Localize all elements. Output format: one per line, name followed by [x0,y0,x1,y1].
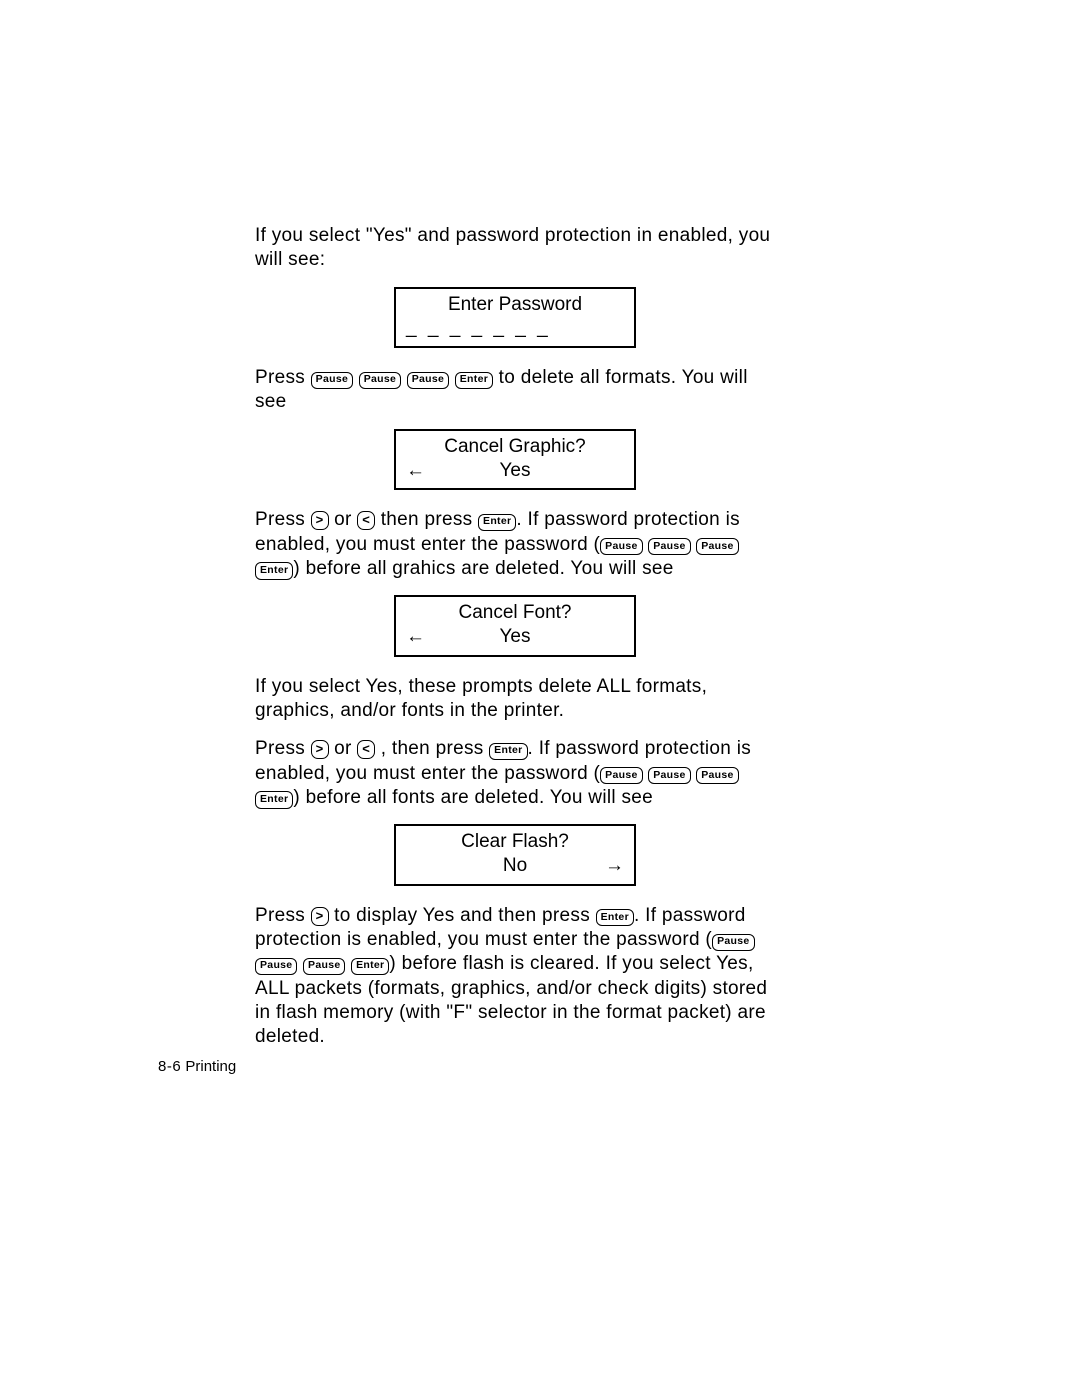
arrow-right-icon: → [605,854,624,878]
text: or [329,509,358,530]
pause-key-icon: Pause [359,372,401,389]
lcd-line2: ← Yes [406,459,624,483]
page: If you select "Yes" and password protect… [0,0,1080,1397]
pause-key-icon: Pause [696,767,738,784]
lcd-cancel-font: Cancel Font? ← Yes [394,595,636,657]
lcd-enter-password: Enter Password _ _ _ _ _ _ _ [394,287,636,349]
text: . [528,738,539,759]
text: to display Yes and then press [329,905,596,926]
text: or [329,738,358,759]
text: before all grahics are deleted. You will… [300,558,674,579]
lcd-value: Yes [500,460,531,481]
lcd-line1: Clear Flash? [406,830,624,854]
pause-key-icon: Pause [712,934,754,951]
enter-key-icon: Enter [255,791,293,808]
pause-key-icon: Pause [600,767,642,784]
pause-key-icon: Pause [696,538,738,555]
paragraph-intro: If you select "Yes" and password protect… [255,224,775,273]
lcd-line1: Enter Password [406,293,624,317]
section-label: Printing [181,1058,236,1075]
text: . [516,509,527,530]
lcd-value: Yes [500,626,531,647]
left-key-icon: < [357,511,375,530]
lcd-line1: Cancel Graphic? [406,435,624,459]
text: Press [255,905,311,926]
lcd-value: No [503,855,527,876]
pause-key-icon: Pause [648,538,690,555]
pause-key-icon: Pause [648,767,690,784]
pause-key-icon: Pause [255,958,297,975]
paragraph-press-pause-seq: Press Pause Pause Pause Enter to delete … [255,366,775,415]
page-number: 8-6 [158,1058,181,1075]
paragraph-press-arrows-1: Press > or < then press Enter. If passwo… [255,508,775,581]
enter-key-icon: Enter [596,909,634,926]
paragraph-press-arrows-2: Press > or < , then press Enter. If pass… [255,737,775,810]
right-key-icon: > [311,907,329,926]
lcd-line2: No → [406,854,624,878]
content-column: If you select "Yes" and password protect… [255,224,775,1064]
text: Press [255,738,311,759]
enter-key-icon: Enter [478,514,516,531]
text: Press [255,509,311,530]
lcd-cancel-graphic: Cancel Graphic? ← Yes [394,429,636,491]
right-key-icon: > [311,740,329,759]
left-key-icon: < [357,740,375,759]
arrow-left-icon: ← [406,459,425,483]
pause-key-icon: Pause [407,372,449,389]
lcd-line2: _ _ _ _ _ _ _ [406,316,624,340]
enter-key-icon: Enter [455,372,493,389]
text: ) [293,787,300,808]
text: then press [375,509,478,530]
text: before all fonts are deleted. You will s… [300,787,653,808]
paragraph-clear-flash: Press > to display Yes and then press En… [255,904,775,1050]
arrow-left-icon: ← [406,625,425,649]
text: . [634,905,645,926]
page-footer: 8-6 Printing [158,1058,236,1075]
enter-key-icon: Enter [351,958,389,975]
text: , then press [375,738,489,759]
lcd-line2: ← Yes [406,625,624,649]
lcd-line1: Cancel Font? [406,601,624,625]
enter-key-icon: Enter [489,743,527,760]
enter-key-icon: Enter [255,562,293,579]
pause-key-icon: Pause [600,538,642,555]
text: ) [293,558,300,579]
text: Press [255,367,311,388]
pause-key-icon: Pause [311,372,353,389]
lcd-clear-flash: Clear Flash? No → [394,824,636,886]
paragraph-delete-all-note: If you select Yes, these prompts delete … [255,675,775,724]
pause-key-icon: Pause [303,958,345,975]
right-key-icon: > [311,511,329,530]
